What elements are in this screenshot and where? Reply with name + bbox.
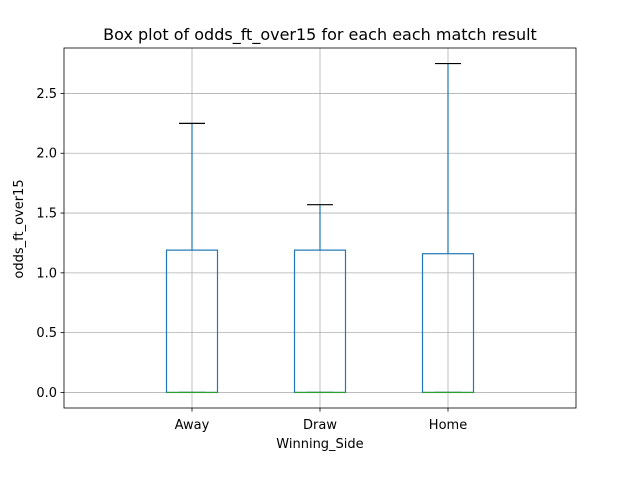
x-tick-label: Away (175, 418, 210, 433)
chart-title: Box plot of odds_ft_over15 for each each… (103, 25, 537, 45)
box-away (165, 122, 219, 394)
y-tick-label: 0.5 (36, 326, 57, 341)
x-tick-label: Draw (303, 418, 337, 433)
x-tick-label: Home (429, 418, 467, 433)
y-tick-label: 2.5 (36, 87, 57, 102)
y-axis-label: odds_ft_over15 (12, 179, 27, 278)
x-axis-label: Winning_Side (276, 437, 363, 452)
y-tick-label: 2.0 (36, 147, 57, 162)
boxes (165, 62, 475, 394)
box-home (421, 62, 475, 394)
ticks: 0.0 0.5 1.0 1.5 2.0 2.5 Away Draw Home (36, 87, 467, 433)
y-tick-label: 1.5 (36, 207, 57, 222)
box-draw (293, 204, 347, 394)
y-tick-label: 1.0 (36, 266, 57, 281)
y-tick-label: 0.0 (36, 386, 57, 401)
